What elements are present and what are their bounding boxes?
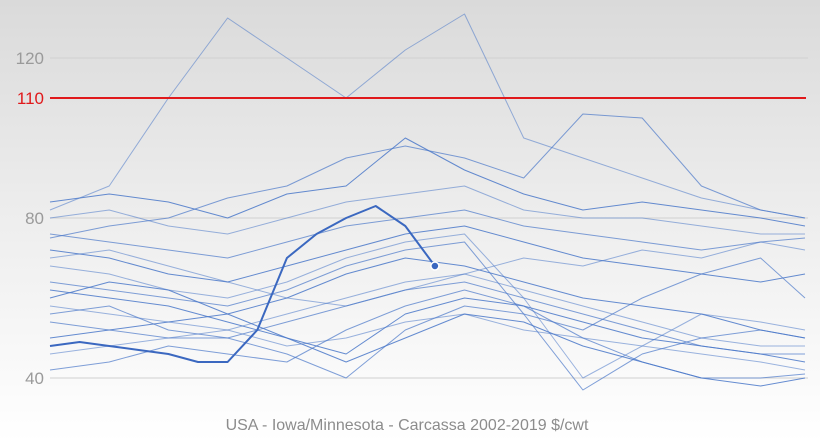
series-line: [49, 185, 805, 235]
series-line: [49, 297, 806, 363]
series-lines: [49, 13, 806, 391]
series-line: [49, 113, 806, 239]
gridlines: [50, 57, 808, 379]
series-line: [49, 225, 806, 283]
series-line: [49, 257, 806, 339]
y-axis-ticks: 40 80 120: [16, 49, 44, 388]
series-line: [49, 273, 805, 347]
series-line: [49, 233, 806, 379]
series-line: [49, 209, 806, 259]
series-line: [49, 241, 806, 307]
series-line: [49, 281, 805, 355]
y-tick-label: 80: [25, 209, 44, 228]
series-line: [49, 289, 806, 379]
reference-line-group: 110: [17, 89, 806, 108]
series-line: [49, 13, 806, 219]
series-line: [49, 289, 806, 387]
series-line: [49, 257, 806, 379]
y-tick-label: 120: [16, 49, 44, 68]
series-line: [49, 241, 806, 391]
x-axis-label: USA - Iowa/Minnesota - Carcassa 2002-201…: [226, 417, 589, 434]
highlight-series-line: [49, 205, 436, 363]
series-line: [49, 137, 806, 227]
reference-line-label: 110: [17, 89, 44, 108]
last-point-marker: [430, 261, 440, 271]
y-tick-label: 40: [25, 369, 44, 388]
